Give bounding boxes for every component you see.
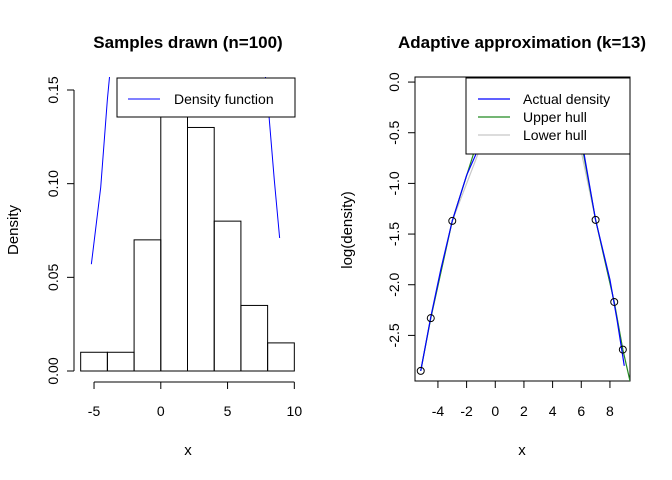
abscissa-point [426, 314, 435, 323]
histogram-panel: Samples drawn (n=100) x Density 0.00 0.05… [5, 33, 302, 459]
abscissa-point [416, 366, 425, 375]
chart-title: Adaptive approximation (k=13) [398, 33, 646, 52]
histogram-bar [240, 304, 269, 372]
legend-label: Actual density [523, 91, 610, 107]
histogram-plot: 0.00 0.05 0.10 0.15 -5 0 5 10 [45, 76, 303, 419]
histogram-bar [267, 342, 295, 372]
x-tick-label: 4 [549, 403, 557, 419]
legend: Actual density Upper hull Lower hull [465, 77, 631, 155]
y-tick-label: -0.5 [386, 120, 402, 144]
x-tick-label: 10 [287, 403, 303, 419]
legend: Density function [116, 77, 296, 118]
abscissa-point [618, 345, 627, 354]
x-tick-label: -5 [88, 403, 101, 419]
x-axis-label: x [518, 442, 526, 459]
x-tick-label: 5 [224, 403, 232, 419]
y-tick-label: -1.0 [386, 171, 402, 195]
x-tick-label: 8 [606, 403, 614, 419]
histogram-bar [160, 89, 188, 372]
abscissa-point [591, 215, 600, 224]
abscissa-point [610, 297, 619, 306]
y-tick-label: -2.0 [386, 272, 402, 296]
lower-hull-line [420, 116, 624, 371]
plot-frame [414, 76, 631, 382]
x-tick-label: 2 [520, 403, 528, 419]
x-tick-label: -4 [432, 403, 445, 419]
y-axis-label: Density [5, 204, 22, 255]
legend-label: Density function [174, 91, 274, 107]
histogram-bar [213, 220, 242, 372]
histogram-bar [133, 239, 162, 372]
y-tick-label: 0.05 [45, 263, 61, 290]
y-tick-label: 0.10 [45, 170, 61, 197]
x-axis-label: x [184, 442, 192, 459]
density-curve [90, 77, 111, 265]
x-tick-label: 0 [157, 403, 165, 419]
x-tick-label: -2 [460, 403, 473, 419]
y-axis-label: log(density) [339, 191, 356, 269]
y-tick-label: 0.00 [45, 357, 61, 384]
y-tick-label: -2.5 [386, 323, 402, 347]
legend-label: Upper hull [523, 109, 587, 125]
abscissa-point [448, 216, 457, 225]
histogram-bar [106, 351, 135, 372]
x-tick-label: 6 [577, 403, 585, 419]
legend-label: Lower hull [523, 127, 587, 143]
legend-box [465, 77, 631, 155]
y-tick-label: 0.15 [45, 76, 61, 103]
histogram-bar [80, 351, 108, 372]
histogram-bar [187, 126, 215, 372]
chart-title: Samples drawn (n=100) [93, 33, 282, 52]
x-tick-label: 0 [491, 403, 499, 419]
y-tick-label: -1.5 [386, 222, 402, 246]
approximation-panel: Adaptive approximation (k=13) x log(dens… [339, 33, 646, 459]
y-tick-label: 0.0 [386, 72, 402, 92]
legend-box [116, 77, 296, 118]
